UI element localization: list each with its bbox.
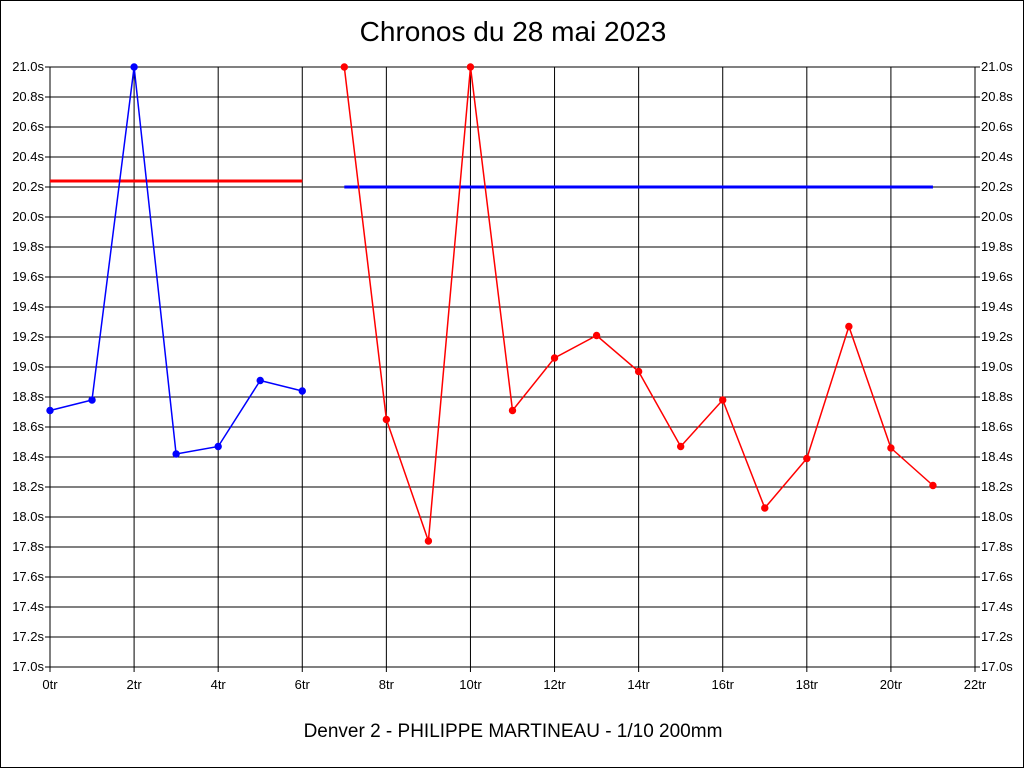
y-tick-label-right: 19.8s xyxy=(981,239,1013,254)
x-tick-label: 20tr xyxy=(880,677,903,692)
data-point xyxy=(340,63,349,71)
y-tick-label-left: 17.2s xyxy=(12,629,44,644)
y-tick-label-right: 19.6s xyxy=(981,269,1013,284)
x-tick-label: 10tr xyxy=(459,677,482,692)
x-tick-label: 12tr xyxy=(543,677,566,692)
y-tick-label-right: 18.2s xyxy=(981,479,1013,494)
y-tick-label-left: 18.0s xyxy=(12,509,44,524)
y-tick-label-right: 21.0s xyxy=(981,59,1013,74)
y-tick-label-right: 20.8s xyxy=(981,89,1013,104)
y-tick-label-right: 17.0s xyxy=(981,659,1013,674)
data-point xyxy=(172,450,180,458)
data-point xyxy=(761,504,769,512)
y-tick-label-right: 18.8s xyxy=(981,389,1013,404)
x-tick-label: 6tr xyxy=(295,677,311,692)
x-tick-label: 0tr xyxy=(42,677,58,692)
x-tick-label: 8tr xyxy=(379,677,395,692)
y-tick-label-left: 20.2s xyxy=(12,179,44,194)
x-tick-label: 4tr xyxy=(211,677,227,692)
chart-title: Chronos du 28 mai 2023 xyxy=(359,16,667,47)
data-point xyxy=(214,442,222,451)
data-point xyxy=(592,331,601,340)
data-point xyxy=(929,481,937,490)
chart-subtitle: Denver 2 - PHILIPPE MARTINEAU - 1/10 200… xyxy=(303,721,723,742)
data-point xyxy=(508,406,517,415)
data-point xyxy=(676,442,685,451)
y-tick-label-right: 20.6s xyxy=(981,119,1013,134)
y-tick-label-left: 19.6s xyxy=(12,269,44,284)
y-tick-label-left: 20.8s xyxy=(12,89,44,104)
x-tick-label: 18tr xyxy=(796,677,819,692)
data-point xyxy=(634,367,643,376)
y-tick-label-right: 17.6s xyxy=(981,569,1013,584)
y-tick-label-right: 18.4s xyxy=(981,449,1013,464)
y-tick-label-right: 17.8s xyxy=(981,539,1013,554)
data-point xyxy=(130,63,138,71)
data-point xyxy=(550,354,559,362)
x-tick-label: 14tr xyxy=(627,677,650,692)
data-point xyxy=(845,322,853,331)
y-tick-label-right: 17.2s xyxy=(981,629,1013,644)
y-tick-label-left: 21.0s xyxy=(12,59,44,74)
y-tick-label-left: 19.4s xyxy=(12,299,44,314)
data-point xyxy=(88,396,96,404)
y-tick-label-right: 20.0s xyxy=(981,209,1013,224)
x-tick-label: 16tr xyxy=(712,677,735,692)
y-tick-label-left: 18.2s xyxy=(12,479,44,494)
y-tick-label-right: 19.4s xyxy=(981,299,1013,314)
data-point xyxy=(256,376,264,385)
data-point xyxy=(424,537,433,545)
y-tick-label-left: 17.0s xyxy=(12,659,44,674)
data-point xyxy=(887,444,895,452)
y-tick-label-right: 19.0s xyxy=(981,359,1013,374)
data-point xyxy=(466,63,475,71)
y-tick-label-left: 19.2s xyxy=(12,329,44,344)
y-tick-label-left: 20.6s xyxy=(12,119,44,134)
x-tick-label: 2tr xyxy=(127,677,143,692)
y-tick-label-left: 18.6s xyxy=(12,419,44,434)
y-tick-label-left: 20.4s xyxy=(12,149,44,164)
y-tick-label-right: 19.2s xyxy=(981,329,1013,344)
data-point xyxy=(382,415,391,424)
y-tick-label-left: 17.6s xyxy=(12,569,44,584)
y-tick-label-left: 19.8s xyxy=(12,239,44,254)
y-tick-label-right: 18.6s xyxy=(981,419,1013,434)
y-tick-label-left: 17.4s xyxy=(12,599,44,614)
data-point xyxy=(298,387,306,395)
y-tick-label-right: 17.4s xyxy=(981,599,1013,614)
y-tick-label-left: 20.0s xyxy=(12,209,44,224)
y-tick-label-right: 20.4s xyxy=(981,149,1013,164)
y-tick-label-left: 18.8s xyxy=(12,389,44,404)
y-tick-label-left: 17.8s xyxy=(12,539,44,554)
data-point xyxy=(803,454,811,463)
y-tick-label-right: 18.0s xyxy=(981,509,1013,524)
y-tick-label-left: 18.4s xyxy=(12,449,44,464)
y-tick-label-left: 19.0s xyxy=(12,359,44,374)
x-tick-label: 22tr xyxy=(964,677,987,692)
series-line xyxy=(49,66,303,455)
plot-border xyxy=(49,66,976,668)
data-point xyxy=(46,406,54,415)
data-point xyxy=(719,396,727,404)
y-tick-label-right: 20.2s xyxy=(981,179,1013,194)
